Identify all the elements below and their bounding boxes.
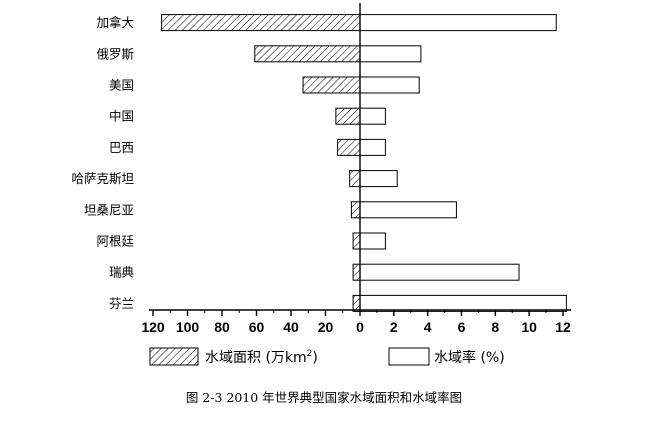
water-rate-bar [359,76,420,94]
water-area-bar [335,107,361,125]
legend-label-water-area: 水域面积 (万km2) [205,349,318,366]
category-label: 俄罗斯 [96,46,134,61]
category-label: 坦桑尼亚 [84,202,134,217]
water-rate-bar [359,45,422,63]
legend: 水域面积 (万km2) 水域率 (%) [149,347,505,366]
category-label: 巴西 [109,140,134,155]
legend-swatch-water-area [149,347,199,366]
water-area-bar [302,76,361,94]
x-tick-label: 100 [176,319,200,335]
water-area-bars [161,14,361,312]
water-rate-bar [359,201,457,219]
category-label: 瑞典 [109,265,134,280]
category-label: 哈萨克斯坦 [71,171,134,186]
legend-label-water-rate: 水域率 (%) [434,349,505,366]
water-rate-bar [359,170,398,188]
category-label: 中国 [109,109,134,124]
x-tick-label: 12 [555,319,571,335]
category-label: 芬兰 [109,296,134,311]
water-rate-bar [359,294,567,312]
water-area-bar [352,232,361,250]
x-tick-label: 0 [356,319,364,335]
water-area-bar [352,263,361,281]
water-area-bar [349,170,361,188]
figure-caption: 图 2-3 2010 年世界典型国家水域面积和水域率图 [186,390,462,405]
x-tick-label: 10 [521,319,537,335]
x-tick-label: 6 [458,319,466,335]
x-tick-label: 120 [141,319,165,335]
x-tick-label: 2 [390,319,398,335]
water-area-bar [337,138,361,156]
water-rate-bars [359,14,567,312]
water-rate-bar [359,107,386,125]
water-area-bar [350,201,361,219]
category-label: 美国 [109,78,134,93]
water-rate-bar [359,263,520,281]
water-rate-bar [359,138,386,156]
x-tick-label: 4 [424,319,432,335]
x-tick-label: 60 [249,319,265,335]
legend-swatch-water-rate [388,347,430,366]
x-tick-label: 20 [318,319,334,335]
category-label: 阿根廷 [96,234,134,249]
water-rate-bar [359,14,557,32]
category-label: 加拿大 [96,15,134,30]
x-tick-label: 80 [214,319,230,335]
water-area-bar [254,45,361,63]
water-rate-bar [359,232,386,250]
x-tick-label: 8 [491,319,499,335]
water-area-bar [352,294,361,312]
x-tick-label: 40 [283,319,299,335]
x-axis: 120 100 80 60 40 20 0 2 4 6 8 10 12 [141,3,571,335]
water-area-bar [161,14,361,32]
